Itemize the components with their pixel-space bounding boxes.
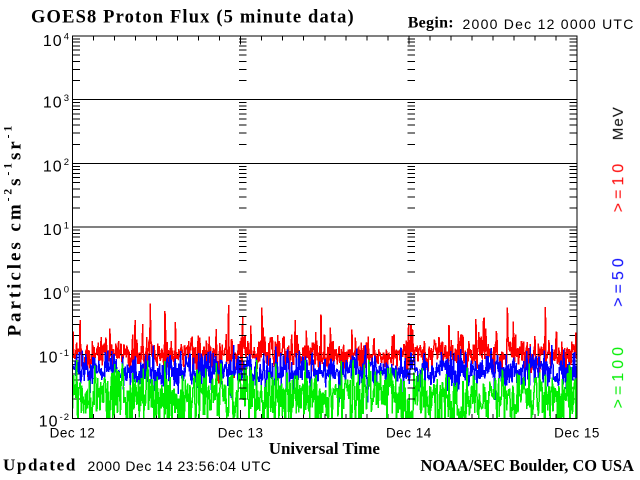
svg-text:>=100: >=100 <box>610 343 627 408</box>
svg-text:102: 102 <box>43 157 70 176</box>
svg-text:Dec 14: Dec 14 <box>386 425 432 440</box>
svg-text:Dec 15: Dec 15 <box>554 425 600 440</box>
svg-text:Dec 12: Dec 12 <box>50 425 96 440</box>
svg-text:NOAA/SEC Boulder, CO USA: NOAA/SEC Boulder, CO USA <box>421 456 635 475</box>
svg-text:104: 104 <box>43 32 70 51</box>
svg-text:103: 103 <box>43 93 70 112</box>
svg-text:100: 100 <box>43 284 70 303</box>
svg-text:MeV: MeV <box>610 106 627 140</box>
svg-text:>=10: >=10 <box>610 160 627 212</box>
svg-text:101: 101 <box>43 221 70 240</box>
svg-text:2000 Dec 12 0000 UTC: 2000 Dec 12 0000 UTC <box>463 16 635 32</box>
svg-text:Universal Time: Universal Time <box>269 439 381 458</box>
svg-text:Updated: Updated <box>3 455 77 474</box>
svg-text:Particles cm-2s-1sr-1: Particles cm-2s-1sr-1 <box>3 123 26 337</box>
svg-text:>=50: >=50 <box>610 254 627 306</box>
svg-text:Dec 13: Dec 13 <box>218 425 264 440</box>
svg-text:Begin:: Begin: <box>408 14 454 31</box>
svg-text:2000 Dec 14 23:56:04 UTC: 2000 Dec 14 23:56:04 UTC <box>88 458 272 474</box>
svg-text:GOES8 Proton Flux (5 minute da: GOES8 Proton Flux (5 minute data) <box>31 7 355 27</box>
